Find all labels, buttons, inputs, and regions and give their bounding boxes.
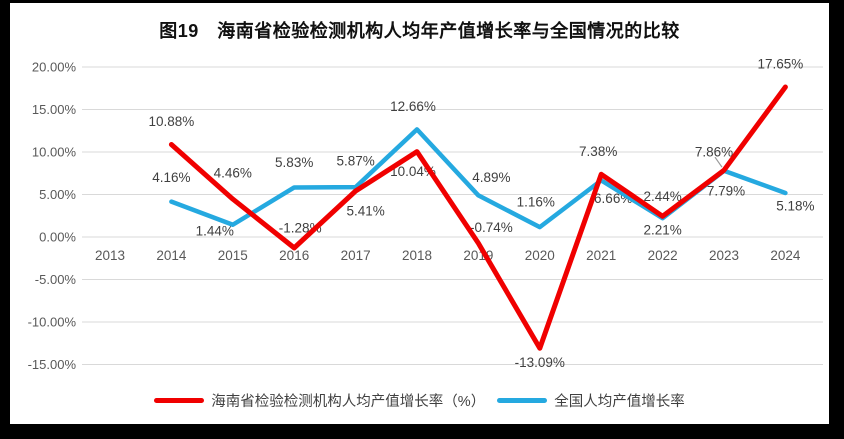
x-tick-label: 2014 [156, 248, 187, 263]
x-tick-label: 2015 [218, 248, 248, 263]
data-label: 2.44% [643, 189, 681, 204]
legend: 海南省检验检测机构人均产值增长率（%） 全国人均产值增长率 [10, 390, 829, 411]
data-label: 7.79% [707, 183, 745, 198]
data-label: 2.21% [643, 223, 681, 238]
data-label: 12.66% [390, 99, 436, 114]
data-label: 10.88% [149, 114, 195, 129]
y-tick-label: -10.00% [28, 315, 77, 330]
x-tick-label: 2017 [341, 248, 371, 263]
y-tick-label: 5.00% [39, 187, 76, 202]
data-label: 1.16% [517, 195, 555, 210]
legend-label-hainan: 海南省检验检测机构人均产值增长率（%） [211, 394, 486, 410]
data-label: 5.41% [346, 204, 384, 219]
y-tick-label: 15.00% [32, 102, 77, 117]
legend-item-hainan: 海南省检验检测机构人均产值增长率（%） [154, 390, 485, 411]
data-label: 4.16% [152, 170, 190, 185]
y-tick-label: 20.00% [32, 60, 77, 75]
label-leader-line [714, 156, 723, 168]
hainan-series-line [168, 84, 788, 351]
data-label: 1.44% [196, 223, 234, 238]
x-tick-label: 2020 [525, 248, 555, 263]
y-tick-label: 10.00% [32, 145, 77, 160]
y-tick-label: -5.00% [35, 272, 77, 287]
x-tick-label: 2024 [770, 248, 801, 263]
hainan-series-swatch [154, 398, 205, 403]
national-series-swatch [497, 398, 548, 403]
chart-figure [10, 3, 829, 424]
x-tick-label: 2023 [709, 248, 739, 263]
data-label: 5.18% [776, 198, 814, 213]
legend-label-national: 全国人均产值增长率 [554, 394, 685, 410]
x-tick-label: 2016 [279, 248, 309, 263]
data-label: 5.83% [275, 155, 313, 170]
x-tick-label: 2022 [648, 248, 678, 263]
x-tick-label: 2013 [95, 248, 125, 263]
y-tick-label: 0.00% [39, 230, 76, 245]
data-label: 4.89% [472, 170, 510, 185]
data-label: 10.04% [390, 164, 436, 179]
data-label: 7.86% [695, 145, 733, 160]
data-label: 7.38% [579, 144, 617, 159]
data-label: -13.09% [515, 355, 565, 370]
x-tick-label: 2021 [586, 248, 616, 263]
x-tick-label: 2018 [402, 248, 432, 263]
data-label: 17.65% [758, 56, 804, 71]
data-label: 5.87% [336, 154, 374, 169]
chart-title: 图19 海南省检验检测机构人均年产值增长率与全国情况的比较 [159, 21, 680, 41]
data-label: -0.74% [470, 220, 513, 235]
y-tick-label: -15.00% [28, 357, 77, 372]
data-label: 4.46% [214, 166, 252, 181]
legend-item-national: 全国人均产值增长率 [497, 390, 685, 411]
